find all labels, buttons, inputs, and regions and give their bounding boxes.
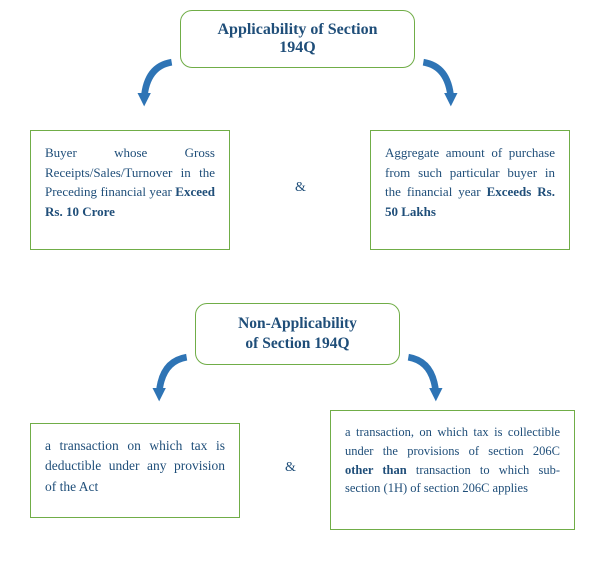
title-applicability: Applicability of Section 194Q bbox=[180, 10, 415, 68]
box4-bold: other than bbox=[345, 463, 407, 477]
title2-line1: Non-Applicability bbox=[238, 315, 357, 332]
box-buyer-turnover: Buyer whose Gross Receipts/Sales/Turnove… bbox=[30, 130, 230, 250]
box4-pre: a transaction, on which tax is collectib… bbox=[345, 425, 560, 458]
title2-line2: of Section 194Q bbox=[245, 335, 349, 352]
arrow-left-1 bbox=[130, 58, 180, 108]
arrow-left-2 bbox=[145, 353, 195, 403]
box-aggregate-purchase: Aggregate amount of purchase from such p… bbox=[370, 130, 570, 250]
arrow-right-2 bbox=[400, 353, 450, 403]
arrow-right-1 bbox=[415, 58, 465, 108]
box-tax-collectible: a transaction, on which tax is collectib… bbox=[330, 410, 575, 530]
connector-and-2: & bbox=[285, 460, 296, 476]
connector-and-1: & bbox=[295, 180, 306, 196]
title-non-applicability: Non-Applicability of Section 194Q bbox=[195, 303, 400, 365]
box-tax-deductible: a transaction on which tax is deductible… bbox=[30, 423, 240, 518]
